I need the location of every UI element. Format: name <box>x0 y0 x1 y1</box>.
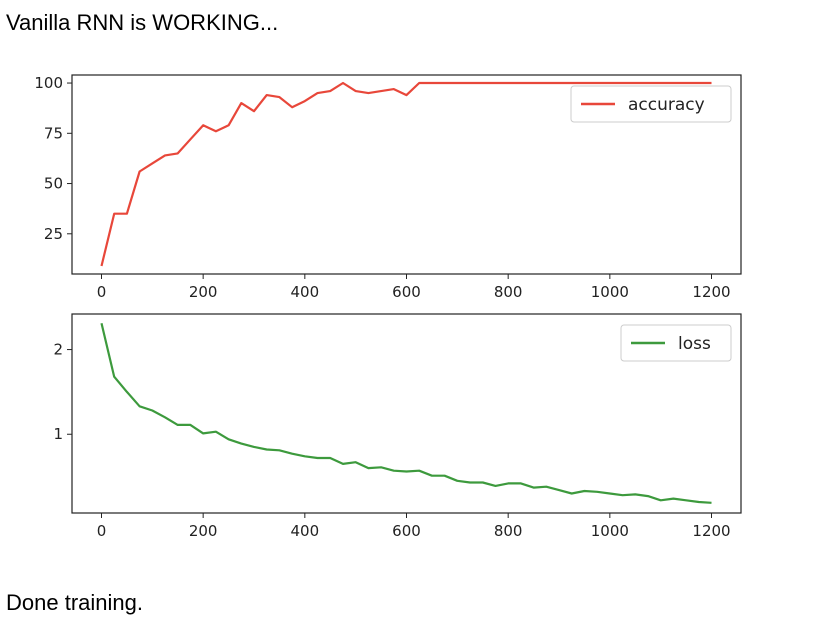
y-tick-label: 75 <box>44 124 63 142</box>
x-tick-label: 600 <box>392 522 421 540</box>
status-message-start: Vanilla RNN is WORKING... <box>6 10 279 35</box>
legend-box <box>620 324 732 362</box>
legend: loss <box>620 324 732 362</box>
x-tick-label: 0 <box>97 283 107 301</box>
y-tick-label: 100 <box>34 74 63 92</box>
legend-box <box>570 85 732 123</box>
y-tick-label: 50 <box>44 175 63 193</box>
x-tick-label: 800 <box>494 283 523 301</box>
y-tick-label: 2 <box>53 341 63 359</box>
x-tick-label: 200 <box>189 522 218 540</box>
x-tick-label: 0 <box>97 522 107 540</box>
x-tick-label: 400 <box>291 283 320 301</box>
x-tick-label: 1000 <box>591 283 629 301</box>
accuracy-series-line <box>100 81 712 267</box>
legend: accuracy <box>570 85 732 123</box>
x-tick-label: 400 <box>291 522 320 540</box>
x-tick-label: 1000 <box>591 522 629 540</box>
loss-chart: 0 200 400 600 800 1000 1200 1 2 loss <box>53 313 742 540</box>
plot-frame <box>71 313 742 514</box>
y-tick-label: 1 <box>53 425 63 443</box>
loss-series-line <box>100 323 712 504</box>
legend-label: loss <box>678 334 711 354</box>
x-tick-label: 1200 <box>692 283 730 301</box>
x-tick-label: 1200 <box>692 522 730 540</box>
y-tick-label: 25 <box>44 225 63 243</box>
status-message-end: Done training. <box>6 590 143 615</box>
x-tick-label: 200 <box>189 283 218 301</box>
plot-frame <box>71 74 742 275</box>
x-tick-label: 600 <box>392 283 421 301</box>
accuracy-chart: 0 200 400 600 800 1000 1200 25 50 75 100 accuracy <box>34 74 742 301</box>
x-tick-label: 800 <box>494 522 523 540</box>
legend-label: accuracy <box>628 95 705 115</box>
